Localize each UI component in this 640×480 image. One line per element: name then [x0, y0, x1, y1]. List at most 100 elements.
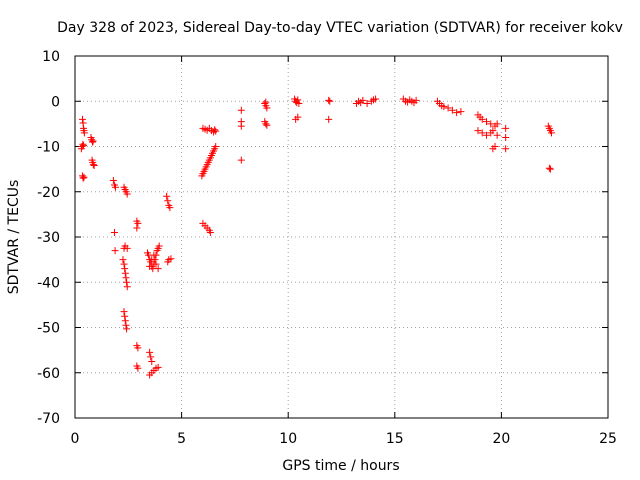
data-point	[212, 143, 220, 150]
data-point	[237, 156, 245, 164]
data-point	[123, 283, 131, 291]
data-point	[548, 129, 556, 137]
x-tick-label: 0	[71, 431, 80, 447]
data-point	[133, 224, 141, 232]
y-tick-label: 10	[42, 49, 60, 65]
data-point	[89, 137, 97, 145]
data-point	[448, 106, 456, 114]
data-point	[546, 165, 554, 173]
data-point	[79, 174, 87, 182]
x-tick-label: 25	[599, 431, 617, 447]
data-point	[363, 100, 371, 108]
data-point	[262, 120, 270, 128]
data-point	[123, 190, 131, 198]
data-point	[166, 204, 174, 212]
y-tick-label: -40	[37, 275, 60, 291]
data-points	[77, 95, 556, 379]
data-point	[493, 120, 501, 128]
data-point	[493, 131, 501, 139]
x-tick-label: 20	[492, 431, 510, 447]
tick-marks	[74, 55, 609, 419]
data-point	[294, 113, 302, 121]
data-point	[121, 269, 129, 277]
data-point	[150, 251, 158, 259]
plot-frame	[74, 55, 609, 419]
data-point	[482, 118, 490, 126]
data-point	[80, 142, 88, 150]
data-point	[211, 126, 219, 134]
data-point	[237, 122, 245, 130]
x-axis-label: GPS time / hours	[282, 458, 399, 474]
data-point	[147, 353, 155, 361]
y-tick-label: -70	[37, 411, 60, 427]
data-point	[478, 129, 486, 137]
data-point	[444, 104, 452, 112]
data-point	[478, 115, 486, 123]
data-point	[167, 255, 175, 263]
data-point	[148, 256, 156, 264]
data-point	[326, 97, 334, 105]
data-point	[545, 164, 553, 172]
data-point	[109, 176, 117, 184]
data-point	[111, 247, 119, 255]
data-point	[491, 143, 499, 150]
data-point	[154, 265, 162, 273]
data-point	[372, 95, 380, 103]
y-tick-label: -30	[37, 230, 60, 246]
data-point	[164, 197, 172, 205]
data-point	[112, 183, 120, 191]
data-point	[120, 308, 128, 316]
data-point	[325, 96, 333, 104]
data-point	[489, 127, 497, 135]
data-point	[482, 131, 490, 139]
y-tick-label: -20	[37, 185, 60, 201]
data-point	[295, 100, 303, 108]
data-point	[502, 145, 510, 153]
data-point	[134, 364, 142, 372]
y-tick-label: 0	[51, 94, 60, 110]
data-point	[122, 321, 130, 329]
x-tick-label: 15	[386, 431, 404, 447]
data-point	[212, 127, 220, 135]
y-tick-label: -50	[37, 321, 60, 337]
data-point	[89, 161, 97, 169]
data-point	[146, 348, 154, 356]
data-point	[123, 278, 131, 286]
data-point	[80, 129, 88, 137]
data-point	[110, 228, 118, 236]
tick-labels: 0 5 10 15 20 25 -70 -60 -50 -40 -30 -20 -10 0 10	[37, 49, 617, 447]
data-point	[123, 325, 131, 333]
chart-title: Day 328 of 2023, Sidereal Day-to-day VTE…	[57, 20, 623, 36]
data-point	[121, 265, 129, 273]
data-point	[148, 357, 156, 365]
data-point	[120, 260, 128, 268]
data-point	[263, 121, 271, 129]
data-point	[163, 192, 171, 200]
data-point	[90, 162, 98, 170]
data-point	[121, 312, 129, 320]
data-point	[294, 96, 302, 104]
data-point	[502, 133, 510, 141]
data-point	[122, 274, 130, 282]
data-point	[502, 124, 510, 132]
data-point	[79, 140, 87, 148]
x-tick-label: 10	[279, 431, 297, 447]
data-point	[263, 104, 271, 112]
data-point	[134, 219, 142, 227]
data-point	[80, 173, 88, 181]
data-point	[325, 115, 333, 123]
y-tick-label: -60	[37, 366, 60, 382]
data-point	[152, 260, 160, 268]
data-point	[237, 106, 245, 114]
data-point	[154, 363, 162, 371]
data-point	[206, 228, 214, 236]
y-axis-label: SDTVAR / TECUs	[6, 180, 22, 295]
data-point	[440, 103, 448, 111]
x-tick-label: 5	[177, 431, 186, 447]
data-point	[146, 262, 154, 270]
data-point	[262, 98, 270, 106]
data-point	[119, 256, 127, 264]
data-point	[121, 317, 129, 325]
data-point	[474, 127, 482, 135]
